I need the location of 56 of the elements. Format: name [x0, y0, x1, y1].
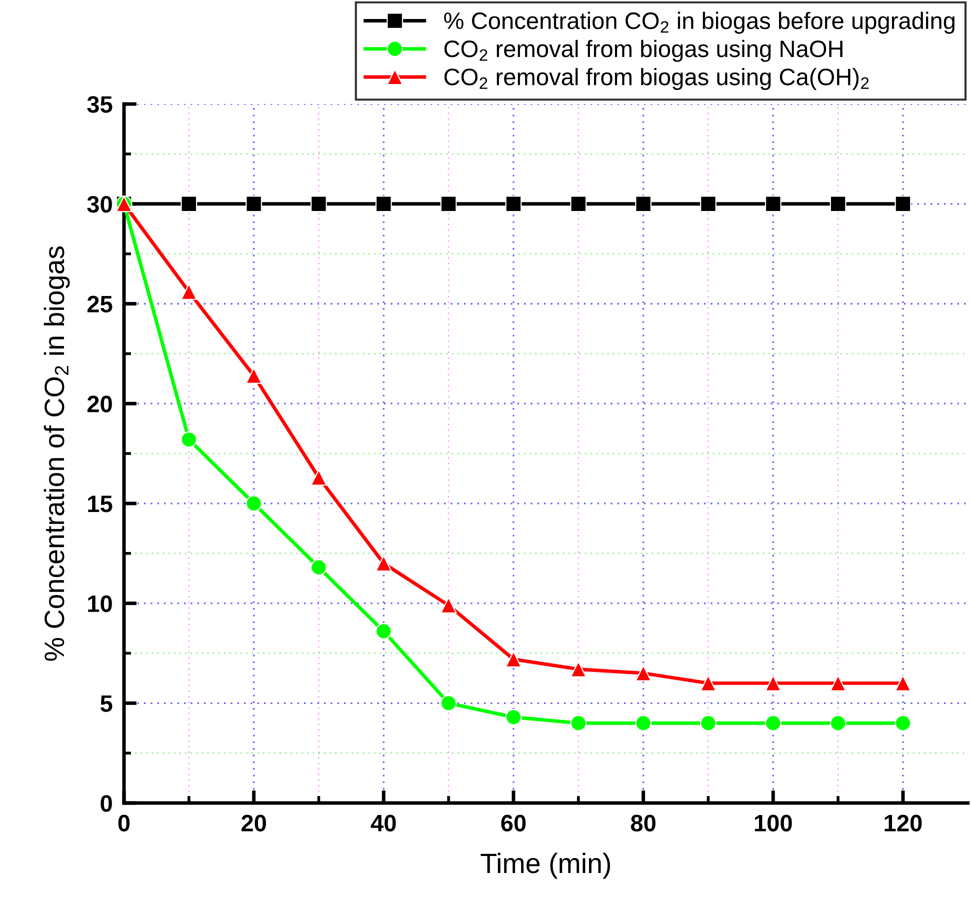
point	[830, 196, 846, 212]
x-tick-label: 20	[242, 814, 266, 832]
point	[570, 714, 587, 732]
point	[700, 675, 716, 692]
point	[764, 196, 782, 212]
point	[440, 694, 457, 712]
x-tick-label: 100	[754, 814, 792, 832]
point	[246, 495, 262, 512]
x-tick-label: 0	[118, 814, 130, 832]
point	[180, 196, 198, 212]
x-tick-label: 80	[630, 814, 656, 832]
legend-label: CO$_{2}$ removal from biogas using NaOH	[444, 40, 842, 62]
legend-label: % Concentration CO$_{2}$ in biogas before upgrading	[444, 12, 954, 34]
y-tick-label: 20	[87, 396, 112, 412]
point	[570, 661, 587, 678]
x-tick-label: 120	[884, 814, 922, 832]
point	[246, 196, 262, 212]
y-tick-label: 35	[87, 96, 112, 113]
point	[894, 675, 912, 692]
point	[505, 196, 522, 212]
y-tick-label: 25	[87, 296, 112, 313]
point	[180, 284, 198, 300]
point	[310, 196, 327, 212]
point	[310, 469, 327, 486]
point	[180, 431, 198, 448]
point	[764, 714, 782, 732]
point	[830, 714, 846, 732]
point	[570, 196, 587, 212]
y-tick-label: 30	[87, 196, 112, 213]
point	[635, 714, 652, 732]
point	[375, 196, 392, 212]
point	[440, 597, 457, 614]
point	[700, 714, 716, 732]
point	[894, 196, 912, 212]
point	[505, 708, 522, 726]
y-tick-label: 0	[100, 795, 112, 812]
point	[894, 714, 912, 732]
point	[440, 196, 457, 212]
x-tick-label: 60	[501, 814, 526, 832]
point	[375, 623, 392, 640]
y-tick-label: 5	[100, 695, 112, 712]
point	[700, 196, 716, 212]
point	[830, 675, 846, 692]
y-axis-title: % Concentration of CO$_{2}$ in biogas	[44, 246, 70, 661]
point	[375, 555, 392, 572]
x-axis-title: Time (min)	[480, 852, 610, 879]
y-tick-label: 15	[88, 496, 112, 512]
point	[635, 665, 652, 682]
point	[505, 651, 522, 668]
x-tick-label: 40	[370, 814, 396, 832]
point	[635, 196, 652, 212]
y-tick-label: 10	[88, 595, 112, 612]
point	[310, 559, 327, 576]
point	[246, 367, 262, 384]
point	[764, 675, 782, 692]
legend-label: CO$_{2}$ removal from biogas using Ca(OH)$_{2}$	[444, 68, 869, 90]
